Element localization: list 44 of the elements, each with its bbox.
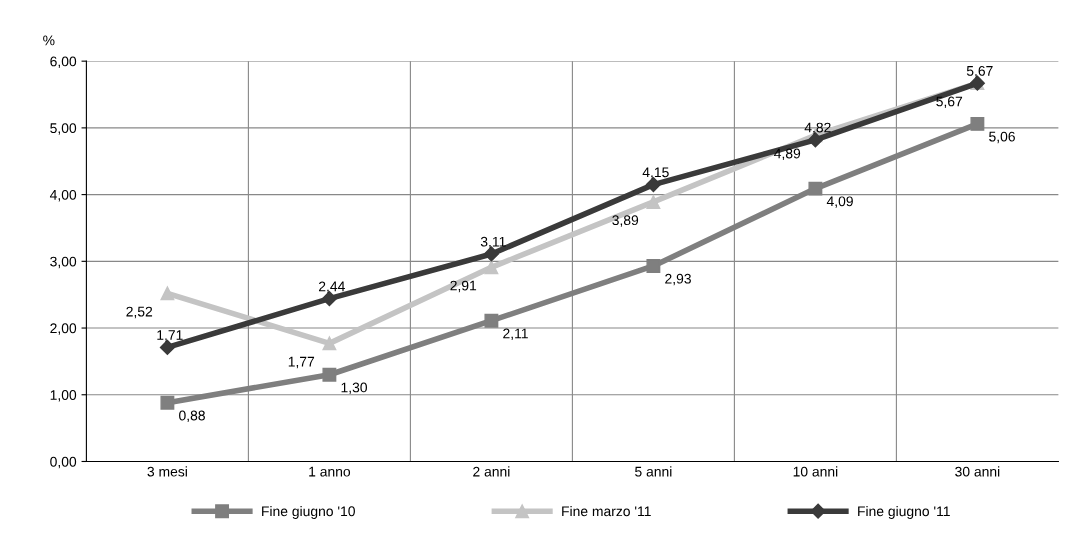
data-label: 4,82: [804, 122, 831, 135]
legend-label: Fine marzo '11: [562, 506, 651, 517]
data-label: 0,88: [179, 410, 205, 423]
point: [646, 259, 661, 273]
x-tick-label: 5 anni: [635, 466, 672, 477]
x-tick-label: 10 anni: [793, 466, 838, 477]
point: [646, 194, 661, 209]
y-tick-label: 2,00: [50, 323, 77, 335]
point: [322, 336, 337, 351]
data-label: 2,93: [665, 273, 691, 286]
x-tick-label: 1 anno: [309, 466, 351, 477]
data-label: 4,09: [826, 196, 853, 208]
point: [160, 286, 175, 301]
data-label: 2,52: [126, 306, 153, 319]
data-label: 1,77: [288, 356, 315, 369]
data-label: 1,30: [341, 382, 367, 394]
y-tick-label: 4,00: [49, 189, 77, 202]
x-tick-label: 3 mesi: [147, 466, 187, 477]
data-label: 4,15: [642, 167, 669, 179]
data-label: 3,11: [480, 236, 506, 249]
y-tick-label: 1,00: [50, 390, 77, 402]
data-label: 2,44: [318, 281, 345, 293]
y-tick-label: 6,00: [50, 56, 77, 68]
data-label: 5,06: [989, 131, 1015, 144]
data-label: 5,67: [936, 96, 963, 108]
data-label: 3,89: [612, 215, 639, 227]
point: [970, 116, 985, 131]
point: [808, 181, 823, 196]
x-tick-label: 2 anni: [473, 466, 510, 477]
y-tick-label: 5,00: [50, 123, 77, 135]
point: [484, 313, 499, 328]
data-label: 5,67: [966, 65, 993, 78]
y-tick-label: 0,00: [50, 456, 77, 469]
data-label: 2,11: [503, 328, 528, 340]
y-tick-label: 3,00: [50, 256, 77, 269]
point: [322, 367, 337, 382]
legend-label: Fine giugno '10: [262, 506, 355, 519]
legend-label: Fine giugno '11: [858, 506, 950, 519]
data-label: 1,71: [157, 330, 183, 342]
point: [484, 260, 499, 275]
data-label: 2,91: [450, 280, 477, 293]
x-tick-label: 30 anni: [955, 466, 1000, 477]
point: [160, 395, 175, 410]
y-axis-title: %: [43, 35, 55, 46]
